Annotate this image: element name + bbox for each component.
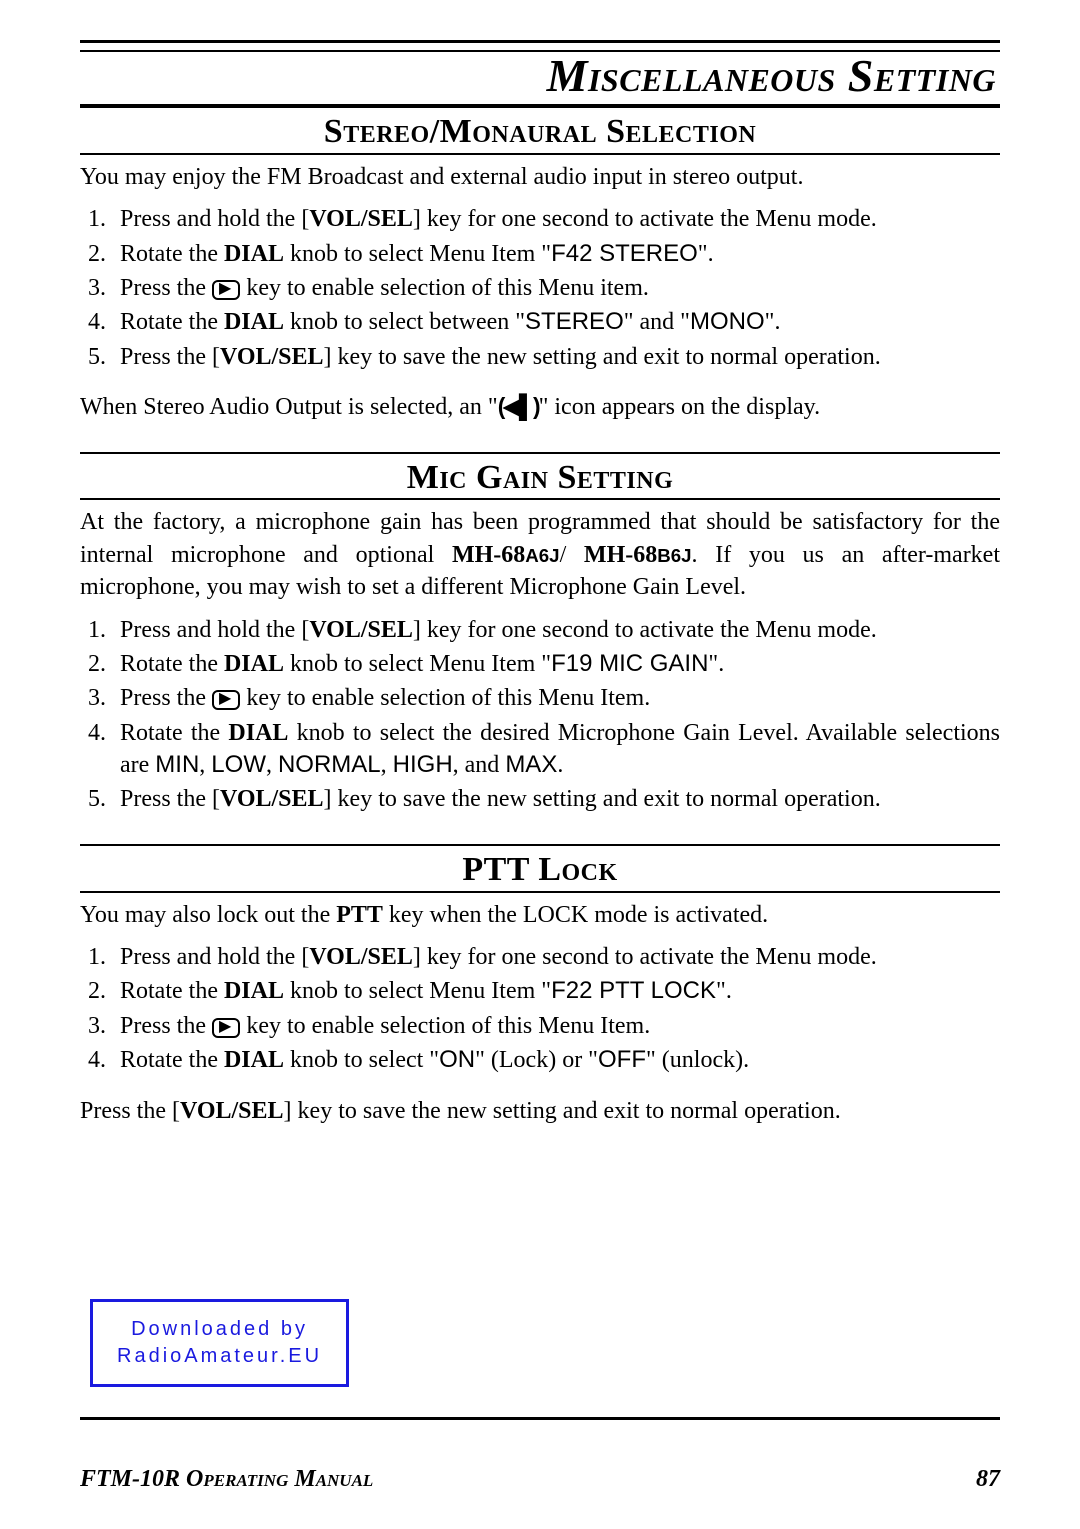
footer-manual-name: FTM-10R Operating Manual bbox=[80, 1466, 373, 1493]
stereo-steps: Press and hold the [VOL/SEL] key for one… bbox=[112, 203, 1000, 373]
list-item: Rotate the DIAL knob to select "ON" (Loc… bbox=[112, 1044, 1000, 1076]
list-item: Press the ▶ key to enable selection of t… bbox=[112, 682, 1000, 714]
list-item: Rotate the DIAL knob to select the desir… bbox=[112, 717, 1000, 782]
list-item: Press and hold the [VOL/SEL] key for one… bbox=[112, 941, 1000, 973]
section-title-mic: Mic Gain Setting bbox=[80, 458, 1000, 501]
list-item: Rotate the DIAL knob to select Menu Item… bbox=[112, 238, 1000, 270]
list-item: Rotate the DIAL knob to select Menu Item… bbox=[112, 648, 1000, 680]
mic-steps: Press and hold the [VOL/SEL] key for one… bbox=[112, 614, 1000, 816]
section-title-stereo: Stereo/Monaural Selection bbox=[80, 112, 1000, 155]
play-key-icon: ▶ bbox=[212, 690, 240, 710]
mic-intro: At the factory, a microphone gain has be… bbox=[80, 506, 1000, 603]
list-item: Press and hold the [VOL/SEL] key for one… bbox=[112, 614, 1000, 646]
download-box: Downloaded by RadioAmateur.EU bbox=[90, 1299, 349, 1387]
page-title: Miscellaneous Setting bbox=[80, 45, 1000, 108]
stereo-post: When Stereo Audio Output is selected, an… bbox=[80, 391, 1000, 423]
list-item: Press the ▶ key to enable selection of t… bbox=[112, 1010, 1000, 1042]
stereo-speaker-icon: (◀▌) bbox=[498, 391, 539, 422]
list-item: Press the [VOL/SEL] key to save the new … bbox=[112, 783, 1000, 815]
list-item: Press the ▶ key to enable selection of t… bbox=[112, 272, 1000, 304]
download-line2: RadioAmateur.EU bbox=[117, 1343, 322, 1370]
ptt-intro: You may also lock out the PTT key when t… bbox=[80, 899, 1000, 931]
stereo-intro: You may enjoy the FM Broadcast and exter… bbox=[80, 161, 1000, 193]
list-item: Press and hold the [VOL/SEL] key for one… bbox=[112, 203, 1000, 235]
list-item: Press the [VOL/SEL] key to save the new … bbox=[112, 341, 1000, 373]
footer: FTM-10R Operating Manual 87 bbox=[80, 1466, 1000, 1493]
ptt-steps: Press and hold the [VOL/SEL] key for one… bbox=[112, 941, 1000, 1077]
footer-page-number: 87 bbox=[976, 1466, 1000, 1493]
ptt-post: Press the [VOL/SEL] key to save the new … bbox=[80, 1095, 1000, 1127]
download-line1: Downloaded by bbox=[117, 1316, 322, 1343]
play-key-icon: ▶ bbox=[212, 1018, 240, 1038]
section-title-ptt: PTT Lock bbox=[80, 850, 1000, 893]
list-item: Rotate the DIAL knob to select between "… bbox=[112, 306, 1000, 338]
list-item: Rotate the DIAL knob to select Menu Item… bbox=[112, 975, 1000, 1007]
play-key-icon: ▶ bbox=[212, 280, 240, 300]
